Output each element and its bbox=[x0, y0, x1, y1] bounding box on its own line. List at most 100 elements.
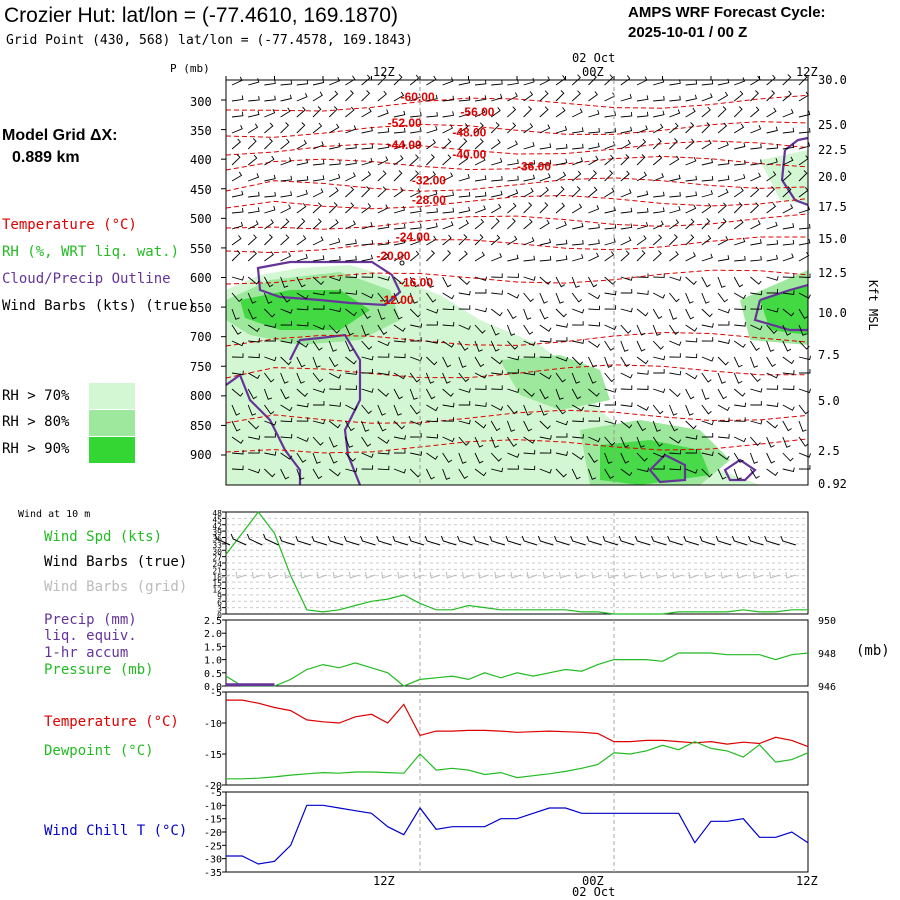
wind-barb bbox=[685, 468, 698, 474]
wind-barb bbox=[426, 250, 435, 262]
y-tick-label: 48 bbox=[212, 509, 222, 518]
wind-barb bbox=[377, 143, 390, 150]
legend-wind-barbs-grid: Wind Barbs (grid) bbox=[44, 579, 188, 595]
wind-barb bbox=[766, 74, 776, 86]
wind-barb bbox=[539, 202, 549, 214]
wind-barb bbox=[701, 190, 713, 198]
wind-barb bbox=[669, 79, 681, 86]
legend-temperature-2m: Temperature (°C) bbox=[44, 714, 179, 730]
wind-barb bbox=[539, 324, 552, 332]
wind-barb bbox=[296, 402, 309, 408]
wind-barb bbox=[426, 207, 438, 214]
wind-barb bbox=[750, 290, 763, 296]
wind-barb bbox=[474, 205, 486, 214]
wind-barb bbox=[410, 207, 422, 214]
wind-barb bbox=[701, 203, 712, 214]
wind-barb bbox=[620, 420, 633, 429]
wind-barb bbox=[620, 385, 633, 390]
wind-barb bbox=[652, 138, 662, 150]
wind-barb bbox=[474, 356, 485, 368]
wind-barb bbox=[750, 388, 763, 393]
wind-barb bbox=[507, 235, 518, 246]
wind-barb bbox=[653, 452, 666, 458]
wind-barb bbox=[458, 419, 471, 425]
wind-barb bbox=[636, 95, 649, 102]
wind-barb bbox=[798, 223, 811, 230]
wind-barb bbox=[490, 404, 504, 411]
wind-barb bbox=[733, 202, 743, 214]
wind-barb bbox=[410, 323, 423, 328]
y-tick-label: -15 bbox=[204, 750, 222, 761]
wind-barb bbox=[604, 187, 615, 198]
wind-barb bbox=[491, 253, 502, 262]
wind-barb bbox=[345, 385, 357, 390]
wind-barb bbox=[539, 468, 552, 474]
wind-barb bbox=[539, 76, 551, 86]
wind-barb bbox=[507, 159, 519, 166]
wind-barb bbox=[620, 468, 633, 477]
wind-barb-grid bbox=[510, 571, 522, 579]
wind-barb bbox=[523, 159, 536, 166]
wind-barb bbox=[393, 372, 406, 380]
wind-barb bbox=[523, 218, 533, 230]
wind-barb-grid bbox=[672, 571, 683, 579]
wind-barb bbox=[588, 239, 600, 246]
wind-barb bbox=[620, 340, 629, 352]
wind-barb-10m bbox=[715, 535, 732, 546]
wind-barb bbox=[539, 186, 549, 198]
wind-barb bbox=[620, 93, 632, 102]
wind-barb bbox=[539, 353, 552, 359]
wind-barb bbox=[490, 340, 500, 352]
wind-barb-grid bbox=[607, 571, 619, 579]
wind-barb bbox=[701, 432, 714, 438]
wind-barb bbox=[296, 175, 309, 182]
wind-barb bbox=[653, 191, 665, 198]
legend-pressure: Pressure (mb) bbox=[44, 662, 154, 678]
wind-barb bbox=[409, 292, 419, 304]
wind-barb bbox=[587, 356, 597, 368]
wind-barb bbox=[247, 308, 257, 320]
wind-barb-10m bbox=[376, 535, 392, 546]
grid-point-text: Grid Point (430, 568) lat/lon = (-77.457… bbox=[6, 33, 413, 48]
wind-barb bbox=[393, 337, 406, 343]
wind-barb bbox=[328, 123, 340, 134]
wind-barb-10m bbox=[554, 535, 570, 546]
wind-barb bbox=[782, 273, 795, 278]
isotherm-line bbox=[225, 140, 809, 156]
wind-barb bbox=[247, 154, 258, 166]
wind-barb bbox=[734, 436, 747, 443]
wind-barb bbox=[490, 234, 501, 246]
wind-barb bbox=[458, 95, 471, 102]
wind-barb bbox=[620, 207, 633, 214]
wind-barb bbox=[474, 156, 486, 166]
wind-barb bbox=[426, 75, 437, 86]
series-line-pressure bbox=[225, 652, 809, 687]
wind-barb bbox=[361, 74, 371, 86]
wind-barb bbox=[312, 218, 322, 230]
wind-barb bbox=[409, 372, 421, 383]
wind-barb bbox=[377, 204, 389, 214]
wind-barb bbox=[766, 452, 776, 464]
wind-barb bbox=[361, 203, 372, 214]
wind-barb bbox=[636, 273, 649, 278]
wind-barb bbox=[328, 340, 337, 352]
wind-barb bbox=[717, 404, 730, 412]
wind-barb bbox=[701, 356, 714, 362]
wind-barb-grid bbox=[268, 571, 279, 579]
wind-barb bbox=[701, 323, 714, 328]
wind-barb bbox=[636, 308, 649, 317]
wind-barb bbox=[539, 159, 552, 166]
wind-barb bbox=[474, 276, 488, 281]
wind-barb bbox=[750, 400, 762, 406]
wind-barb bbox=[231, 207, 244, 214]
wind-barb bbox=[782, 156, 794, 166]
marker bbox=[399, 260, 405, 266]
wind-barb-grid bbox=[413, 571, 425, 579]
wind-barb bbox=[458, 372, 470, 383]
isotherm-label: -48.00 bbox=[452, 126, 486, 140]
wind-barb bbox=[361, 404, 372, 415]
y-tick-label: 9 bbox=[217, 592, 222, 601]
wind-barb bbox=[328, 187, 339, 198]
wind-barb bbox=[263, 292, 273, 304]
wind-barb-grid bbox=[219, 571, 231, 579]
